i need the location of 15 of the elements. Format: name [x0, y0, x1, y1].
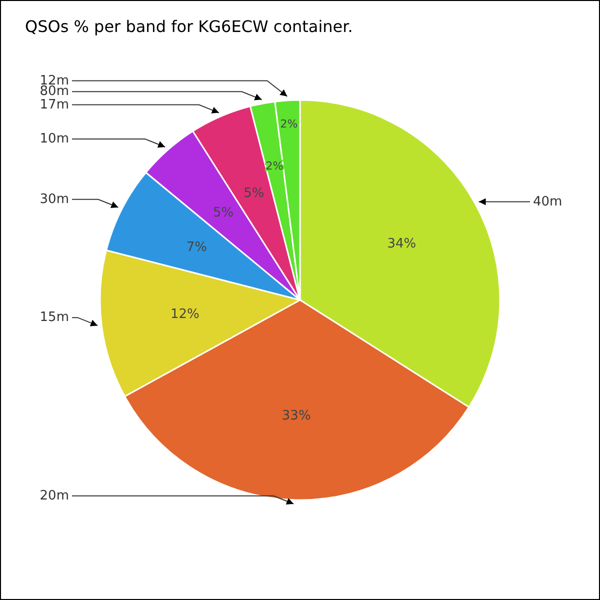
slice-label: 20m	[40, 488, 69, 504]
slice-label: 30m	[40, 192, 69, 207]
data-label: 2%	[280, 117, 298, 130]
data-label: 7%	[186, 240, 207, 255]
slice-label: 10m	[40, 132, 69, 147]
slice-label: 40m	[533, 194, 562, 210]
data-label: 33%	[282, 408, 311, 424]
slice-label: 17m	[40, 97, 69, 112]
data-label: 5%	[212, 206, 234, 221]
data-label: 12%	[170, 307, 200, 322]
slice-label: 15m	[40, 310, 69, 326]
chart-title: QSOs % per band for KG6ECW container.	[25, 17, 353, 36]
data-label: 2%	[266, 159, 284, 172]
data-label: 5%	[244, 186, 264, 202]
data-label: 34%	[387, 236, 416, 252]
